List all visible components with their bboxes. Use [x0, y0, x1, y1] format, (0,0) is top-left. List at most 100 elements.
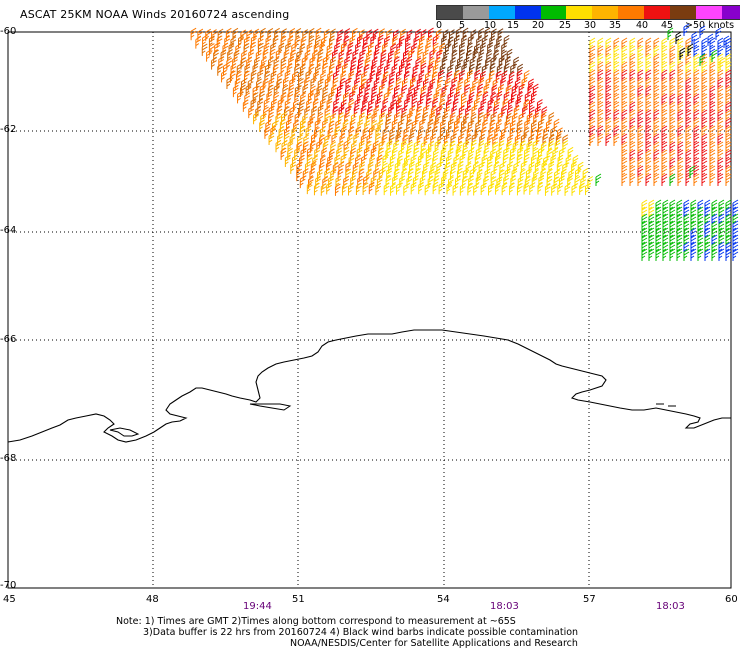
wind-barb [290, 161, 297, 174]
wind-barb [685, 85, 692, 98]
wind-barb [447, 148, 454, 161]
wind-barb [511, 84, 518, 97]
wind-barb [725, 117, 732, 130]
wind-barb [213, 49, 219, 63]
wind-barb [363, 64, 370, 77]
wind-barb [655, 234, 662, 247]
wind-barb [531, 175, 538, 188]
wind-barb [288, 55, 295, 69]
wind-barb [440, 147, 447, 160]
lat-label: -64 [0, 225, 17, 236]
wind-barb [653, 61, 660, 74]
wind-barb [697, 206, 704, 219]
wind-barb [468, 147, 475, 161]
wind-barb [362, 126, 369, 140]
wind-barb [368, 181, 375, 195]
wind-barb [669, 199, 676, 212]
wind-barb [641, 206, 648, 219]
wind-barb [554, 169, 560, 182]
wind-barb [500, 76, 507, 90]
wind-barb [503, 174, 510, 188]
colorbar-tick-label: 10 [484, 20, 497, 31]
wind-barb [496, 63, 503, 77]
wind-barb [637, 149, 644, 162]
wind-barb [701, 141, 708, 154]
wind-barb [290, 49, 297, 62]
wind-barb [621, 37, 628, 50]
wind-barb [718, 234, 725, 247]
wind-barb [637, 157, 644, 170]
wind-speed-colorbar [436, 5, 740, 20]
wind-barb [472, 78, 479, 91]
wind-barb [676, 248, 683, 261]
wind-barb [693, 37, 700, 50]
wind-barb [280, 62, 287, 76]
wind-barb [732, 199, 739, 212]
wind-barb [621, 61, 628, 74]
wind-barb [605, 117, 612, 130]
wind-barb [324, 134, 331, 147]
wind-barb [444, 162, 451, 175]
wind-barb [336, 35, 343, 49]
wind-barb [676, 206, 683, 219]
wind-barb [464, 77, 471, 90]
wind-barb [362, 97, 368, 111]
wind-barb [467, 34, 474, 48]
wind-barb [645, 117, 652, 130]
wind-barb [257, 98, 264, 111]
wind-barb [250, 41, 256, 55]
wind-barb [419, 35, 425, 48]
wind-barb [531, 90, 537, 104]
wind-barb [498, 169, 505, 182]
wind-barb [693, 53, 700, 66]
wind-barb [446, 181, 453, 195]
wind-barb [661, 157, 668, 170]
wind-barb [506, 161, 513, 175]
wind-barb [265, 120, 272, 133]
wind-barb [326, 49, 332, 63]
wind-barb [697, 227, 704, 240]
wind-barb [520, 160, 527, 174]
wind-barb [454, 118, 460, 132]
wind-barb [325, 160, 332, 174]
wind-barb [546, 175, 553, 189]
wind-barb [486, 50, 493, 63]
wind-barb [319, 126, 326, 140]
wind-barb [244, 92, 251, 105]
wind-barb [709, 157, 716, 170]
wind-barb [280, 35, 287, 49]
wind-barb [589, 61, 596, 74]
wind-barb [303, 134, 310, 147]
wind-barb [597, 109, 604, 122]
wind-barb [661, 45, 668, 58]
wind-barb [484, 140, 491, 154]
wind-barb [711, 220, 718, 233]
wind-barb [471, 104, 478, 118]
wind-barb [329, 148, 335, 161]
wind-barb [257, 42, 264, 56]
wind-barb [458, 133, 464, 147]
wind-barb [685, 125, 692, 138]
wind-barb [354, 98, 361, 111]
gridlines [8, 32, 731, 588]
wind-barb [677, 173, 684, 186]
wind-barb [404, 97, 410, 111]
wind-barb [661, 173, 668, 186]
wind-barb [451, 49, 458, 63]
colorbar-swatch [488, 6, 515, 19]
wind-barb [648, 213, 655, 226]
wind-barb [685, 165, 692, 178]
wind-barb [597, 45, 604, 58]
wind-barb [677, 85, 684, 98]
wind-barb [307, 90, 314, 104]
wind-barb [434, 57, 441, 70]
wind-barb [613, 37, 620, 50]
wind-barb [571, 161, 577, 174]
wind-barb [655, 248, 662, 261]
wind-barb [425, 42, 432, 55]
wind-barb [349, 35, 356, 48]
wind-barb [509, 153, 516, 167]
wind-barb [280, 147, 287, 161]
wind-barb [363, 174, 369, 188]
wind-barb [284, 154, 291, 167]
